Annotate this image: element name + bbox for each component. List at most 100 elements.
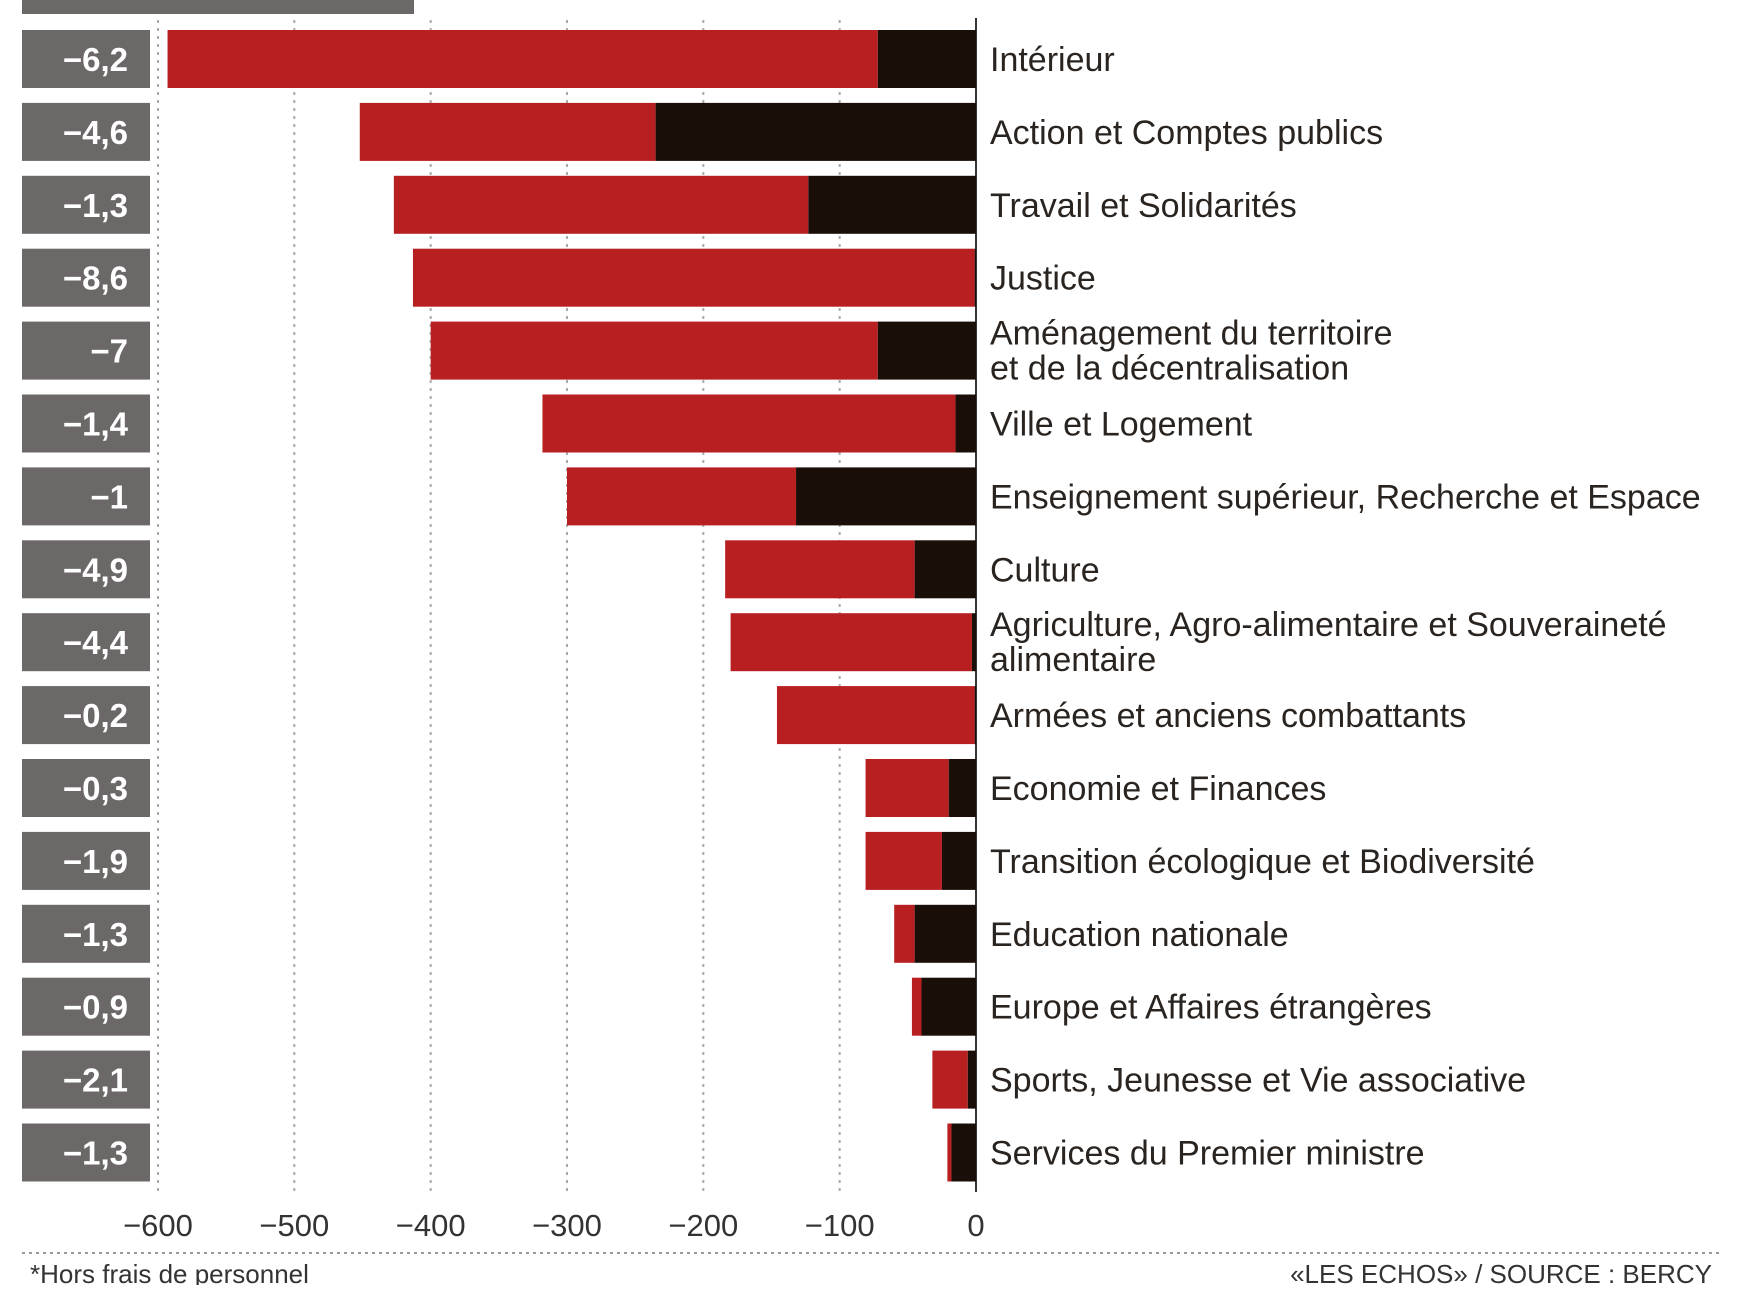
percent-label: −4,9 — [63, 551, 128, 588]
percent-box — [22, 977, 150, 1036]
bar-segment-red — [865, 831, 942, 890]
bar-segment-dark — [914, 904, 976, 963]
percent-labels: −6,2 −4,6 −1,3 −8,6 −7 −1,4 −1 −4,9 −4,4 −0,2 −0,3… — [22, 30, 150, 1182]
percent-label: −1,3 — [63, 1135, 128, 1172]
category-label: Action et Comptes publics — [990, 114, 1383, 152]
bar-segment-red — [776, 686, 975, 745]
percent-box — [22, 321, 150, 380]
percent-label: −1 — [90, 478, 128, 515]
category-label-line: Agriculture, Agro-alimentaire et Souvera… — [990, 606, 1667, 644]
category-label: Armées et anciens combattants — [990, 697, 1466, 735]
bar-segment-dark — [877, 321, 976, 380]
percent-box — [22, 248, 150, 307]
category-label: Transition écologique et Biodiversité — [990, 843, 1535, 881]
percent-label: −1,3 — [63, 187, 128, 224]
bar-segment-red — [412, 248, 975, 307]
bar-segment-red — [430, 321, 878, 380]
percent-label: −1,4 — [63, 406, 129, 443]
category-label-line: et de la décentralisation — [990, 350, 1349, 388]
bar-segment-red — [911, 977, 922, 1036]
percent-box — [22, 904, 150, 963]
percent-label: −7 — [90, 333, 128, 370]
bar-segment-red — [393, 175, 809, 234]
bar-segment-red — [947, 1123, 952, 1182]
percent-label: −8,6 — [63, 260, 128, 297]
header-band — [22, 0, 414, 14]
bar-segment-red — [725, 540, 915, 599]
bar-segment-red — [542, 394, 956, 453]
percent-label: −0,2 — [63, 697, 128, 734]
bar-segment-dark — [955, 394, 976, 453]
category-label: Culture — [990, 551, 1100, 589]
category-label: Sports, Jeunesse et Vie associative — [990, 1062, 1526, 1100]
bar-segment-red — [567, 467, 797, 526]
bar-segment-dark — [967, 1050, 976, 1109]
bars-layer — [167, 30, 976, 1182]
x-tick-label: −500 — [259, 1208, 329, 1243]
category-label: Justice — [990, 260, 1096, 298]
category-label: Europe et Affaires étrangères — [990, 989, 1432, 1027]
bar-segment-dark — [974, 248, 976, 307]
percent-box — [22, 540, 150, 599]
percent-label: −4,4 — [63, 624, 129, 661]
percent-label: −2,1 — [63, 1062, 128, 1099]
category-label: Enseignement supérieur, Recherche et Esp… — [990, 478, 1701, 516]
percent-box — [22, 686, 150, 745]
category-label: Education nationale — [990, 916, 1289, 954]
percent-box — [22, 831, 150, 890]
percent-label: −4,6 — [63, 114, 128, 151]
percent-label: −0,9 — [63, 989, 128, 1026]
percent-label: −1,3 — [63, 916, 128, 953]
percent-box — [22, 102, 150, 161]
bar-segment-red — [167, 30, 878, 88]
bar-segment-dark — [941, 831, 976, 890]
bar-segment-red — [865, 759, 949, 817]
category-labels: Intérieur Action et Comptes publics Travai… — [990, 41, 1701, 1173]
category-label: Travail et Solidarités — [990, 187, 1297, 225]
percent-box — [22, 1123, 150, 1182]
bar-segment-dark — [951, 1123, 976, 1182]
x-axis: −600 −500 −400 −300 −200 −100 0 — [123, 1208, 985, 1243]
percent-label: −6,2 — [63, 41, 128, 78]
percent-box — [22, 394, 150, 453]
percent-box — [22, 759, 150, 817]
bar-segment-dark — [974, 686, 976, 745]
x-tick-label: −600 — [123, 1208, 193, 1243]
x-tick-label: −300 — [532, 1208, 602, 1243]
x-tick-label: −200 — [668, 1208, 738, 1243]
percent-box — [22, 175, 150, 234]
footnote: *Hors frais de personnel — [30, 1259, 309, 1285]
category-label: Economie et Finances — [990, 770, 1326, 808]
percent-box — [22, 467, 150, 526]
category-label-line: alimentaire — [990, 641, 1156, 679]
percent-box — [22, 1050, 150, 1109]
percent-box — [22, 30, 150, 88]
bar-segment-dark — [796, 467, 976, 526]
percent-label: −0,3 — [63, 770, 128, 807]
x-tick-label: −400 — [396, 1208, 466, 1243]
percent-label: −1,9 — [63, 843, 128, 880]
category-label: Ville et Logement — [990, 406, 1253, 444]
category-label: Agriculture, Agro-alimentaire et Souvera… — [990, 606, 1667, 679]
bar-segment-dark — [921, 977, 976, 1036]
category-label: Services du Premier ministre — [990, 1135, 1425, 1173]
bar-segment-dark — [655, 102, 976, 161]
percent-box — [22, 613, 150, 672]
bar-segment-red — [894, 904, 915, 963]
x-tick-label: −100 — [805, 1208, 875, 1243]
category-label: Aménagement du territoire et de la décent… — [990, 315, 1393, 388]
x-tick-label: 0 — [967, 1208, 984, 1243]
category-label-line: Aménagement du territoire — [990, 315, 1393, 353]
bar-segment-red — [932, 1050, 968, 1109]
bar-segment-red — [730, 613, 972, 672]
bar-segment-dark — [971, 613, 976, 672]
bar-segment-dark — [808, 175, 976, 234]
bar-segment-dark — [914, 540, 976, 599]
bar-segment-red — [359, 102, 656, 161]
category-label: Intérieur — [990, 41, 1115, 79]
source-credit: «LES ECHOS» / SOURCE : BERCY — [1290, 1259, 1712, 1285]
bar-segment-dark — [877, 30, 976, 88]
bar-segment-dark — [948, 759, 976, 817]
